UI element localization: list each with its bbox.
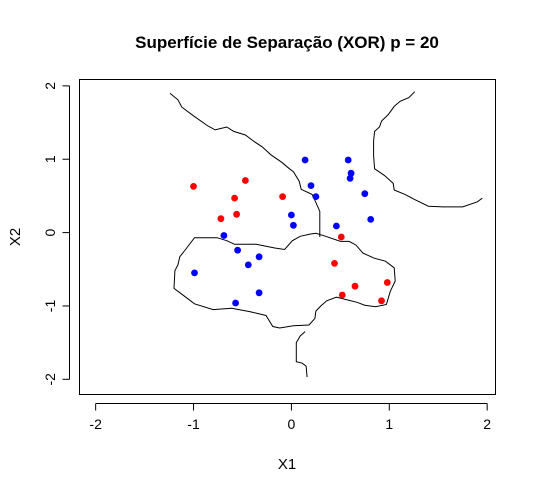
data-point [367, 216, 375, 223]
data-point [231, 194, 239, 202]
data-point [232, 299, 240, 307]
data-point [255, 253, 263, 261]
y-tick-label: 2 [42, 82, 58, 90]
y-tick-label: 0 [42, 228, 58, 236]
decision-boundary-line [173, 232, 396, 329]
data-point [383, 279, 391, 286]
data-point [307, 182, 315, 190]
data-point [220, 232, 228, 239]
data-point [244, 261, 252, 269]
x-tick-label: 0 [288, 416, 296, 432]
data-point [347, 169, 355, 177]
data-point [288, 211, 295, 219]
data-point [290, 221, 297, 229]
data-point [217, 215, 225, 223]
x-tick-label: -2 [89, 416, 102, 432]
decision-boundary-line [169, 92, 321, 237]
x-tick-label: -1 [187, 416, 200, 432]
y-tick-label: 1 [42, 155, 58, 163]
data-point [255, 289, 263, 297]
plot-frame [79, 79, 496, 395]
decision-boundary-line [373, 91, 483, 208]
data-point [351, 282, 359, 290]
data-point [242, 177, 249, 184]
data-point [301, 156, 309, 164]
data-point [378, 297, 385, 305]
data-point [361, 190, 369, 198]
x-axis-label: X1 [278, 456, 296, 473]
data-point [233, 210, 241, 218]
data-point [234, 246, 242, 254]
data-point [333, 222, 340, 230]
data-point [346, 174, 354, 182]
points-layer [190, 156, 391, 307]
contour-layer [169, 91, 483, 378]
x-tick-label: 2 [483, 416, 491, 432]
data-point [344, 156, 352, 164]
y-tick-label: -1 [42, 300, 58, 313]
data-point [191, 269, 198, 277]
y-axis-label: X2 [7, 228, 24, 246]
data-point [312, 193, 320, 201]
data-point [331, 260, 338, 267]
x-axis: -2 -1 0 1 2 [89, 403, 491, 432]
data-point [279, 193, 286, 201]
chart-title: Superfície de Separação (XOR) p = 20 [135, 33, 439, 52]
y-axis: -2 -1 0 1 2 [42, 82, 70, 386]
data-point [338, 291, 346, 299]
decision-boundary-line [295, 331, 308, 378]
x-tick-label: 1 [385, 416, 393, 432]
data-point [190, 183, 197, 190]
data-point [337, 233, 345, 241]
y-tick-label: -2 [42, 373, 58, 386]
